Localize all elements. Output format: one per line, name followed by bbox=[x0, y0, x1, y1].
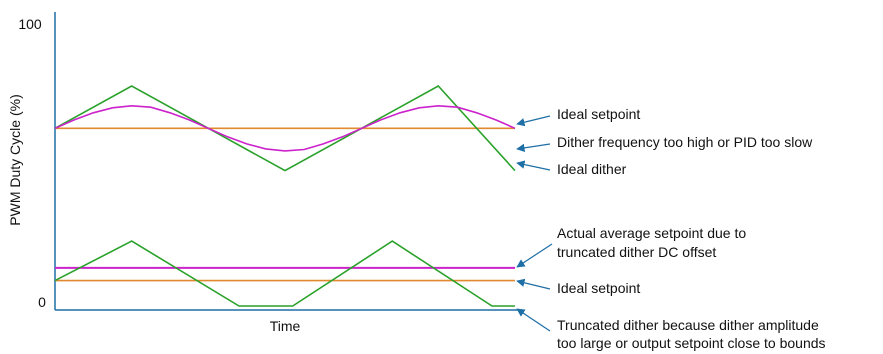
y-tick-0: 0 bbox=[38, 294, 46, 310]
arrow-actual-average-setpoint bbox=[516, 243, 553, 268]
x-axis-label: Time bbox=[270, 318, 301, 334]
lower-panel bbox=[54, 240, 515, 307]
annotation-actual-average-line2: truncated dither DC offset bbox=[557, 244, 716, 260]
annotation-ideal-setpoint-lower: Ideal setpoint bbox=[557, 280, 640, 296]
upper-panel bbox=[54, 84, 516, 172]
annotation-actual-average-line1: Actual average setpoint due to bbox=[557, 225, 746, 241]
arrow-ideal-setpoint-upper bbox=[516, 115, 551, 127]
annotation-arrows bbox=[516, 115, 553, 332]
arrow-pid-too-slow bbox=[516, 143, 551, 153]
arrow-ideal-setpoint-lower bbox=[516, 278, 551, 290]
annotation-ideal-setpoint-upper: Ideal setpoint bbox=[557, 106, 640, 122]
y-axis-label: PWM Duty Cycle (%) bbox=[7, 94, 23, 225]
annotation-truncated-line2: too large or output setpoint close to bo… bbox=[557, 335, 826, 351]
upper-ideal-dither-line bbox=[54, 84, 516, 172]
y-tick-100: 100 bbox=[18, 16, 42, 32]
annotation-truncated-line1: Truncated dither because dither amplitud… bbox=[557, 317, 819, 333]
annotations: Ideal setpoint Dither frequency too high… bbox=[557, 106, 826, 351]
arrow-truncated-dither bbox=[516, 308, 551, 332]
arrow-ideal-dither bbox=[516, 160, 551, 171]
lower-truncated-dither-line bbox=[54, 240, 515, 307]
annotation-ideal-dither: Ideal dither bbox=[557, 161, 627, 177]
upper-pid-response-line bbox=[54, 104, 516, 152]
annotation-pid-too-slow: Dither frequency too high or PID too slo… bbox=[557, 134, 813, 150]
